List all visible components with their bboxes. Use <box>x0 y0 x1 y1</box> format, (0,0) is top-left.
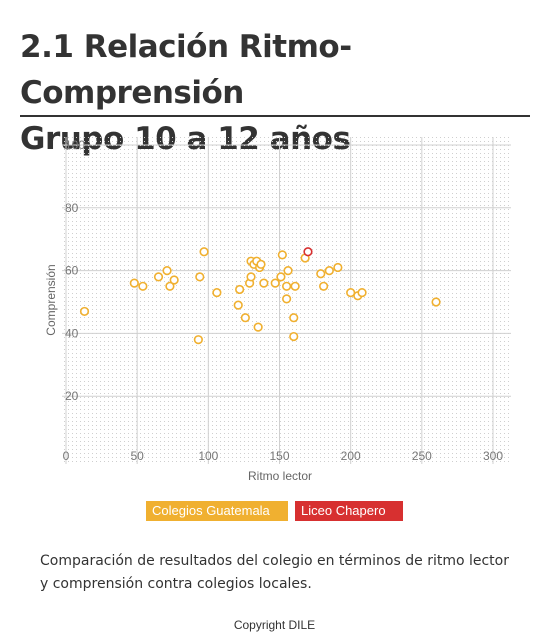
data-point-colegios-guatemala[interactable] <box>246 272 256 282</box>
x-tick-label: 300 <box>483 449 503 463</box>
scatter-chart: 0 50 100 150 200 250 300 20 40 60 80 100 Ritmo lect… <box>44 137 511 483</box>
legend-item-liceo-chapero[interactable]: Liceo Chapero <box>295 501 403 521</box>
x-tick-label: 0 <box>63 449 70 463</box>
data-point-colegios-guatemala[interactable] <box>276 272 286 282</box>
x-axis-label: Ritmo lector <box>248 469 312 483</box>
data-point-colegios-guatemala[interactable] <box>259 278 269 288</box>
title-line-1: 2.1 Relación Ritmo-Comprensión <box>20 29 352 111</box>
data-point-colegios-guatemala[interactable] <box>316 269 326 279</box>
title-divider <box>20 115 530 117</box>
data-point-colegios-guatemala[interactable] <box>357 287 367 298</box>
data-point-liceo-chapero[interactable] <box>303 247 313 257</box>
y-tick-label: 20 <box>65 389 79 403</box>
data-point-colegios-guatemala[interactable] <box>138 281 148 291</box>
x-tick-label: 50 <box>130 449 144 463</box>
legend-label: Colegios Guatemala <box>152 503 270 518</box>
x-tick-label: 250 <box>412 449 432 463</box>
data-point-colegios-guatemala[interactable] <box>283 266 293 276</box>
data-point-colegios-guatemala[interactable] <box>333 262 343 273</box>
data-point-colegios-guatemala[interactable] <box>253 322 263 332</box>
data-point-colegios-guatemala[interactable] <box>199 247 209 257</box>
copyright-text: Copyright DILE <box>233 618 316 632</box>
data-point-colegios-guatemala[interactable] <box>270 278 280 288</box>
data-point-colegios-guatemala[interactable] <box>277 250 287 260</box>
data-point-colegios-guatemala[interactable] <box>169 275 179 285</box>
legend-item-colegios-guatemala[interactable]: Colegios Guatemala <box>146 501 288 521</box>
data-point-colegios-guatemala[interactable] <box>233 300 243 310</box>
data-point-colegios-guatemala[interactable] <box>193 335 203 345</box>
data-point-colegios-guatemala[interactable] <box>431 297 441 307</box>
data-point-colegios-guatemala[interactable] <box>240 313 250 323</box>
y-tick-label: 60 <box>65 264 79 278</box>
data-point-colegios-guatemala[interactable] <box>289 331 299 342</box>
data-point-colegios-guatemala[interactable] <box>165 281 175 291</box>
data-point-colegios-guatemala[interactable] <box>129 278 139 288</box>
data-point-colegios-guatemala[interactable] <box>324 266 334 276</box>
data-point-colegios-guatemala[interactable] <box>153 272 164 282</box>
data-point-colegios-guatemala[interactable] <box>212 287 222 298</box>
data-point-colegios-guatemala[interactable] <box>289 313 299 323</box>
x-tick-label: 200 <box>341 449 361 463</box>
data-point-colegios-guatemala[interactable] <box>195 272 205 282</box>
y-tick-label: 80 <box>65 201 79 215</box>
legend-label: Liceo Chapero <box>301 503 386 518</box>
y-tick-label: 100 <box>65 138 85 152</box>
data-point-colegios-guatemala[interactable] <box>282 281 292 291</box>
y-tick-label: 40 <box>65 326 79 340</box>
x-tick-label: 150 <box>269 449 289 463</box>
data-point-colegios-guatemala[interactable] <box>79 306 90 317</box>
data-point-colegios-guatemala[interactable] <box>319 281 329 291</box>
data-point-colegios-guatemala[interactable] <box>256 259 266 269</box>
y-axis-label: Comprensión <box>44 264 58 335</box>
data-point-colegios-guatemala[interactable] <box>282 294 292 304</box>
data-point-colegios-guatemala[interactable] <box>162 266 172 276</box>
x-tick-label: 100 <box>198 449 218 463</box>
data-point-colegios-guatemala[interactable] <box>290 281 300 291</box>
description-text: Comparación de resultados del colegio en… <box>40 553 509 592</box>
data-point-colegios-guatemala[interactable] <box>235 284 245 295</box>
